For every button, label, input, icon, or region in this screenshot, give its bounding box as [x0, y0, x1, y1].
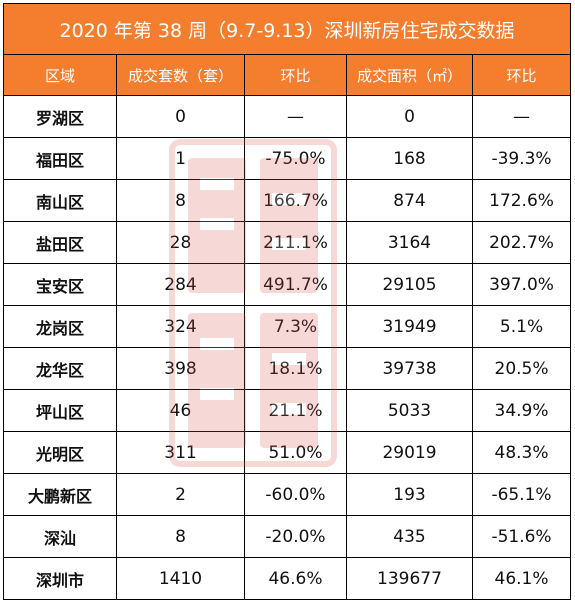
district-cell: 龙岗区 [3, 305, 117, 348]
units-change-cell: — [244, 95, 347, 138]
area-cell: 139677 [346, 557, 473, 600]
units-change-cell: 166.7% [244, 179, 347, 222]
units-cell: 311 [116, 431, 245, 474]
table-row-total: 深圳市 1410 46.6% 139677 46.1% [3, 557, 572, 600]
header-row: 区域 成交套数（套） 环比 成交面积（㎡） 环比 [3, 54, 572, 96]
units-change-cell: 18.1% [244, 347, 347, 390]
units-change-cell: -75.0% [244, 137, 347, 180]
table-row: 罗湖区 0 — 0 — [3, 95, 572, 138]
area-cell: 5033 [346, 389, 473, 432]
district-cell: 罗湖区 [3, 95, 117, 138]
units-change-cell: 7.3% [244, 305, 347, 348]
header-units-change: 环比 [244, 54, 347, 96]
units-cell: 46 [116, 389, 245, 432]
table-row: 福田区 1 -75.0% 168 -39.3% [3, 137, 572, 180]
area-cell: 435 [346, 515, 473, 558]
units-cell: 2 [116, 473, 245, 516]
table-row: 宝安区 284 491.7% 29105 397.0% [3, 263, 572, 306]
header-area-change: 环比 [471, 54, 572, 96]
area-cell: 39738 [346, 347, 473, 390]
area-change-cell: 397.0% [471, 263, 572, 306]
units-cell: 28 [116, 221, 245, 264]
units-change-cell: 21.1% [244, 389, 347, 432]
district-cell: 南山区 [3, 179, 117, 222]
area-change-cell: 5.1% [471, 305, 572, 348]
table-row: 龙岗区 324 7.3% 31949 5.1% [3, 305, 572, 348]
table-row: 深汕 8 -20.0% 435 -51.6% [3, 515, 572, 558]
district-cell: 光明区 [3, 431, 117, 474]
district-cell: 龙华区 [3, 347, 117, 390]
area-cell: 0 [346, 95, 473, 138]
units-cell: 8 [116, 179, 245, 222]
area-cell: 168 [346, 137, 473, 180]
units-change-cell: 491.7% [244, 263, 347, 306]
area-change-cell: 34.9% [471, 389, 572, 432]
district-cell: 深圳市 [3, 557, 117, 600]
housing-transactions-table: 2020 年第 38 周（9.7-9.13）深圳新房住宅成交数据 区域 成交套数… [2, 3, 572, 600]
units-change-cell: 51.0% [244, 431, 347, 474]
district-cell: 福田区 [3, 137, 117, 180]
area-cell: 31949 [346, 305, 473, 348]
area-change-cell: 172.6% [471, 179, 572, 222]
district-cell: 坪山区 [3, 389, 117, 432]
units-cell: 8 [116, 515, 245, 558]
area-cell: 29105 [346, 263, 473, 306]
units-change-cell: -60.0% [244, 473, 347, 516]
units-change-cell: 211.1% [244, 221, 347, 264]
table-row: 盐田区 28 211.1% 3164 202.7% [3, 221, 572, 264]
area-change-cell: 202.7% [471, 221, 572, 264]
units-cell: 0 [116, 95, 245, 138]
area-cell: 3164 [346, 221, 473, 264]
title-row: 2020 年第 38 周（9.7-9.13）深圳新房住宅成交数据 [2, 3, 572, 55]
units-cell: 1410 [116, 557, 245, 600]
table-row: 大鹏新区 2 -60.0% 193 -65.1% [3, 473, 572, 516]
units-change-cell: -20.0% [244, 515, 347, 558]
table-row: 南山区 8 166.7% 874 172.6% [3, 179, 572, 222]
area-cell: 29019 [346, 431, 473, 474]
district-cell: 宝安区 [3, 263, 117, 306]
area-change-cell: -39.3% [471, 137, 572, 180]
area-change-cell: — [471, 95, 572, 138]
area-change-cell: 20.5% [471, 347, 572, 390]
area-cell: 874 [346, 179, 473, 222]
area-change-cell: -65.1% [471, 473, 572, 516]
table-row: 坪山区 46 21.1% 5033 34.9% [3, 389, 572, 432]
units-cell: 1 [116, 137, 245, 180]
district-cell: 大鹏新区 [3, 473, 117, 516]
data-table-container: 2020 年第 38 周（9.7-9.13）深圳新房住宅成交数据 区域 成交套数… [2, 3, 572, 600]
district-cell: 深汕 [3, 515, 117, 558]
table-row: 光明区 311 51.0% 29019 48.3% [3, 431, 572, 474]
table-row: 龙华区 398 18.1% 39738 20.5% [3, 347, 572, 390]
header-units-sold: 成交套数（套） [116, 54, 245, 96]
units-cell: 398 [116, 347, 245, 390]
header-district: 区域 [3, 54, 117, 96]
units-change-cell: 46.6% [244, 557, 347, 600]
area-change-cell: 46.1% [471, 557, 572, 600]
area-cell: 193 [346, 473, 473, 516]
header-area-sold: 成交面积（㎡） [346, 54, 473, 96]
area-change-cell: 48.3% [471, 431, 572, 474]
units-cell: 284 [116, 263, 245, 306]
table-title: 2020 年第 38 周（9.7-9.13）深圳新房住宅成交数据 [2, 3, 572, 55]
units-cell: 324 [116, 305, 245, 348]
area-change-cell: -51.6% [471, 515, 572, 558]
district-cell: 盐田区 [3, 221, 117, 264]
